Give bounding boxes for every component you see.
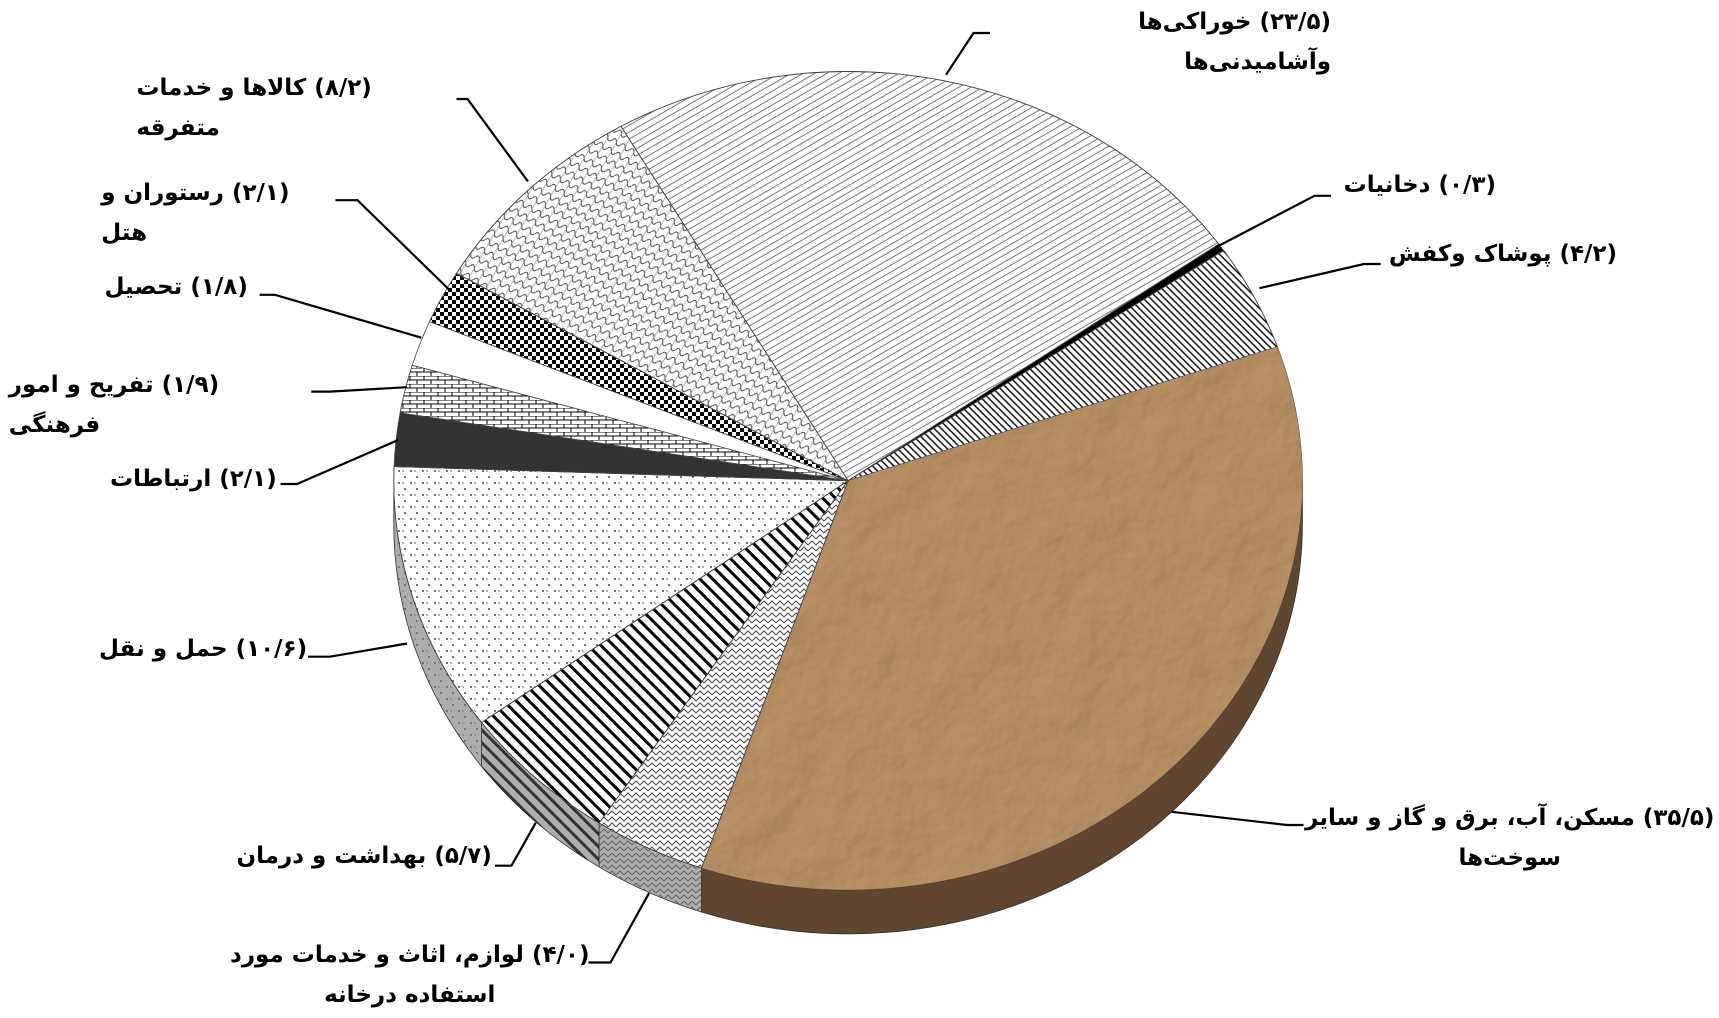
slice-label: (۲/۱) رستوران و هتل xyxy=(101,173,340,253)
slice-pattern xyxy=(393,466,850,724)
leader-line xyxy=(335,199,452,293)
category-label: رستوران و هتل xyxy=(101,179,224,246)
value-label: (۴/۰) xyxy=(531,942,590,968)
category-label: تفریح و امور فرهنگی xyxy=(8,372,154,439)
leader-line xyxy=(1259,262,1381,290)
slice-texture xyxy=(701,346,1303,890)
slice-label: (۴/۲) پوشاک وکفش xyxy=(1381,234,1617,274)
value-label: (۲/۱) xyxy=(219,465,277,492)
value-label: (۰/۳) xyxy=(1438,172,1496,198)
leader-line xyxy=(308,642,408,658)
value-label: (۴/۲) xyxy=(1559,241,1617,268)
category-label: لوازم، اثاث و خدمات مورد استفاده درخانه xyxy=(230,942,524,1008)
slice-side-pattern xyxy=(599,822,702,913)
value-label: (۳۵/۵) xyxy=(1642,804,1715,831)
value-label: (۲/۱) xyxy=(231,179,290,206)
value-label: (۵/۷) xyxy=(434,843,492,869)
leader-line xyxy=(495,822,537,867)
slice-label: (۰/۳) دخانیات xyxy=(1331,165,1496,205)
category-label: حمل و نقل xyxy=(99,636,228,663)
value-label: (۸/۲) xyxy=(314,75,372,102)
slice-pattern xyxy=(455,125,850,482)
category-label: مسکن، آب، برق و گاز و سایر سوخت‌ها xyxy=(1305,804,1635,871)
slice-side-pattern xyxy=(393,480,482,767)
category-label: تحصیل xyxy=(104,274,183,301)
slice-side-pattern xyxy=(481,722,600,867)
category-label: پوشاک وکفش xyxy=(1388,241,1552,268)
leader-line xyxy=(945,31,990,76)
leader-line xyxy=(259,293,422,339)
value-label: (۱/۹) xyxy=(161,372,220,399)
pie-sides xyxy=(393,480,1303,935)
slice-label: (۲۳/۵) خوراکی‌ها وآشامیدنی‌ها xyxy=(990,2,1331,82)
pie-tops xyxy=(393,71,1303,891)
leader-line xyxy=(1171,810,1304,827)
category-label: کالاها و خدمات متفرقه xyxy=(136,75,307,142)
category-label: بهداشت و درمان xyxy=(236,843,427,869)
slice-label: (۵/۷) بهداشت و درمان xyxy=(237,836,501,876)
value-label: (۱۰/۶) xyxy=(235,636,308,663)
slice-pattern xyxy=(620,71,1220,482)
category-label: خوراکی‌ها وآشامیدنی‌ها xyxy=(1138,9,1331,76)
slice-label: (۳۵/۵) مسکن، آب، برق و گاز و سایر سوخت‌ه… xyxy=(1304,798,1717,878)
value-label: (۲۳/۵) xyxy=(1259,9,1331,36)
slice-label: (۴/۰) لوازم، اثاث و خدمات مورد استفاده د… xyxy=(226,935,595,1015)
category-label: دخانیات xyxy=(1343,172,1431,198)
leader-line xyxy=(588,892,650,964)
category-label: ارتباطات xyxy=(110,465,212,492)
leader-line xyxy=(1214,194,1331,249)
leader-lines xyxy=(259,31,1381,964)
slice-pattern xyxy=(480,480,849,824)
slice-label: (۲/۱) ارتباطات xyxy=(110,459,286,499)
value-label: (۱/۸) xyxy=(190,274,248,301)
slice-label: (۸/۲) کالاها و خدمات متفرقه xyxy=(136,68,461,148)
leader-line xyxy=(280,438,399,486)
slice-label: (۱/۸) تحصیل xyxy=(105,267,265,307)
leader-line xyxy=(311,386,408,393)
slice-label: (۱۰/۶) حمل و نقل xyxy=(99,629,314,669)
leader-line xyxy=(456,97,529,183)
slice-label: (۱/۹) تفریح و امور فرهنگی xyxy=(9,365,317,445)
